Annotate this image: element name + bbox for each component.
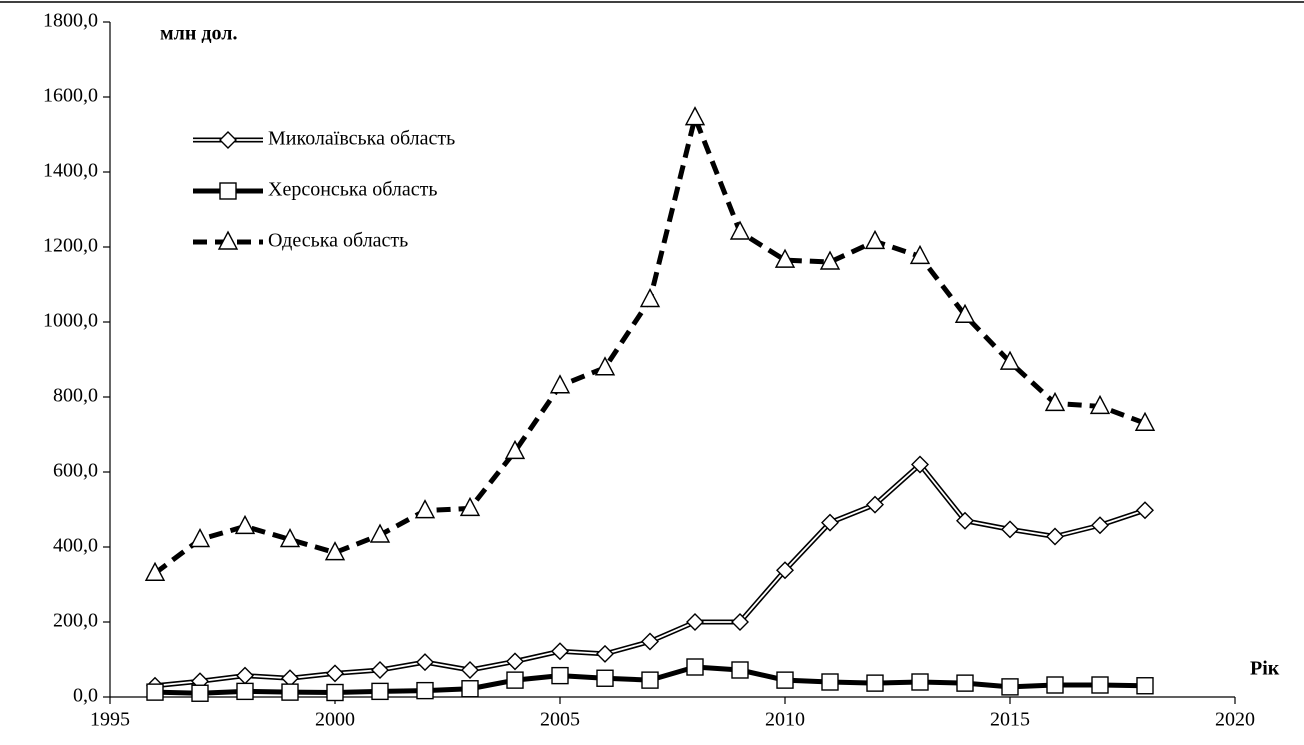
x-tick-label: 2020 (1215, 709, 1255, 731)
point (596, 669, 614, 687)
point (821, 673, 839, 691)
x-tick-label: 2015 (990, 709, 1030, 731)
point (909, 244, 931, 265)
point (279, 528, 301, 548)
y-tick-label: 200,0 (53, 610, 98, 632)
point (731, 661, 749, 679)
point (594, 356, 616, 376)
point (1046, 527, 1064, 546)
point (326, 683, 344, 702)
x-axis-label: Рік (1250, 658, 1280, 680)
point (371, 682, 389, 701)
point (1136, 501, 1154, 520)
point (954, 303, 976, 323)
point (506, 671, 524, 689)
point (551, 642, 569, 661)
point (911, 673, 929, 691)
point (641, 671, 659, 689)
point (236, 666, 254, 685)
point (596, 644, 614, 663)
point (1001, 678, 1019, 696)
point (549, 374, 571, 394)
point (956, 511, 974, 530)
point (1091, 516, 1109, 535)
point (1001, 520, 1019, 539)
point (1091, 676, 1109, 694)
line (154, 462, 1146, 689)
point (686, 658, 704, 676)
point (551, 666, 569, 685)
point (461, 661, 479, 679)
point (1046, 676, 1064, 694)
y-tick-label: 600,0 (53, 460, 98, 482)
x-tick-label: 2010 (765, 709, 805, 731)
x-tick-label: 2005 (540, 709, 580, 731)
point (189, 528, 211, 548)
point (416, 681, 434, 700)
point (641, 632, 659, 651)
point (1044, 391, 1066, 412)
point (369, 523, 391, 543)
point (639, 288, 661, 308)
y-tick-label: 800,0 (53, 385, 98, 407)
legend-marker (219, 131, 237, 149)
point (911, 455, 929, 474)
x-tick-label: 2000 (315, 709, 355, 731)
point (864, 229, 886, 250)
point (461, 680, 479, 698)
point (686, 613, 704, 631)
point (1136, 677, 1154, 695)
point (1089, 394, 1111, 415)
legend-label: Херсонська область (268, 179, 437, 201)
line-inner (154, 463, 1146, 687)
legend-label: Миколаївська область (268, 128, 455, 150)
point (459, 496, 481, 517)
point (146, 683, 164, 701)
point (776, 561, 794, 580)
legend-label: Одеська область (268, 230, 408, 252)
y-tick-label: 1400,0 (43, 160, 98, 182)
point (234, 514, 256, 535)
point (956, 674, 974, 692)
point (774, 248, 796, 268)
point (999, 350, 1021, 370)
point (371, 661, 389, 679)
y-tick-label: 0,0 (73, 685, 98, 707)
point (416, 653, 434, 672)
point (866, 674, 884, 692)
y-axis-label: млн дол. (160, 23, 237, 45)
point (236, 682, 254, 701)
point (731, 613, 749, 631)
point (684, 106, 706, 126)
y-tick-label: 1800,0 (43, 10, 98, 32)
point (144, 561, 166, 581)
y-tick-label: 400,0 (53, 535, 98, 557)
point (1134, 411, 1156, 431)
y-tick-label: 1200,0 (43, 235, 98, 257)
point (504, 439, 526, 460)
point (326, 664, 344, 683)
legend-marker (217, 230, 239, 250)
point (776, 671, 794, 689)
point (866, 495, 884, 514)
point (821, 513, 839, 532)
point (324, 541, 346, 561)
point (819, 250, 841, 270)
point (281, 683, 299, 701)
y-tick-label: 1000,0 (43, 310, 98, 332)
x-tick-label: 1995 (90, 709, 130, 731)
point (414, 499, 436, 519)
point (729, 220, 751, 240)
y-tick-label: 1600,0 (43, 85, 98, 107)
point (191, 684, 209, 702)
point (506, 652, 524, 671)
legend-marker (219, 182, 237, 200)
